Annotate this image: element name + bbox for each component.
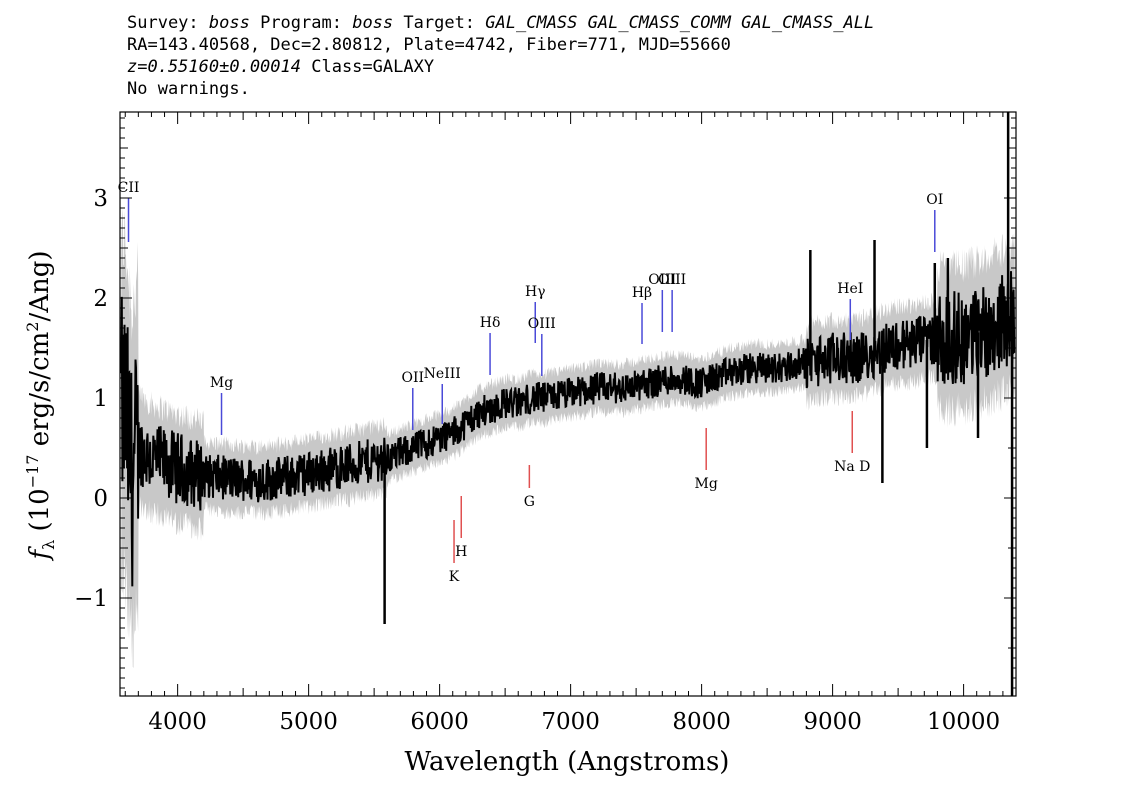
emission-line-label: Hγ (525, 284, 546, 300)
program-value: boss (352, 13, 394, 33)
y-tick-label: 3 (93, 186, 108, 212)
target-prefix: Target: (393, 13, 486, 33)
emission-line-label: HeI (837, 281, 863, 297)
absorption-line-label: Mg (695, 476, 718, 492)
class-value: Class=GALAXY (301, 57, 435, 77)
x-tick-label: 9000 (803, 709, 862, 735)
x-axis-label: Wavelength (Angstroms) (405, 747, 730, 777)
flux-line (120, 271, 1016, 587)
emission-line-label: NeIII (424, 366, 461, 382)
y-tick-label: 1 (93, 386, 108, 412)
header-line-coordinates: RA=143.40568, Dec=2.80812, Plate=4742, F… (127, 35, 731, 55)
emission-line-label: Hδ (480, 315, 501, 331)
emission-line-label: OII (401, 370, 424, 386)
error-band-layer (121, 207, 1015, 669)
absorption-line-label: G (524, 494, 535, 510)
emission-line-label: OIII (528, 316, 556, 332)
x-tick-label: 10000 (927, 709, 1000, 735)
header-line-survey: Survey: boss Program: boss Target: GAL_C… (127, 12, 874, 34)
redshift-value: z=0.55160±0.00014 (127, 57, 301, 77)
error-band (121, 207, 1015, 669)
survey-prefix: Survey: (127, 13, 209, 33)
x-tick-label: 6000 (410, 709, 469, 735)
plot-frame (119, 111, 1017, 697)
emission-line-label: OIII (648, 272, 676, 288)
x-tick-label: 5000 (279, 709, 338, 735)
y-tick-label: 2 (93, 286, 108, 312)
target-value: GAL_CMASS GAL_CMASS_COMM GAL_CMASS_ALL (485, 13, 875, 33)
absorption-line-label: K (449, 569, 460, 585)
x-tick-label: 7000 (541, 709, 600, 735)
flux-layer (120, 112, 1016, 696)
header-line-redshift: z=0.55160±0.00014 Class=GALAXY (127, 56, 874, 78)
emission-line-label: OIII (658, 272, 686, 288)
tick-labels: 4000 5000 6000 7000 8000 9000 10000 −1 0 1 2 3 (74, 186, 1000, 735)
y-tick-label: 0 (93, 486, 108, 512)
emission-line-label: CII (118, 180, 140, 196)
plot-border (119, 111, 1017, 697)
emission-line-label: OI (926, 192, 943, 208)
program-prefix: Program: (249, 13, 353, 33)
y-axis-label: fλ (10−17 erg/s/cm2/Ang) (23, 250, 58, 561)
x-tick-label: 4000 (148, 709, 207, 735)
emission-line-label: Hβ (632, 285, 652, 301)
y-tick-label: −1 (74, 586, 108, 612)
absorption-line-label: H (455, 544, 467, 560)
emission-line-label: Mg (210, 375, 233, 391)
header-line-warnings: No warnings. (127, 79, 250, 99)
survey-value: boss (208, 13, 250, 33)
absorption-line-label: Na D (834, 459, 870, 475)
x-tick-label: 8000 (672, 709, 731, 735)
spectrum-header: Survey: boss Program: boss Target: GAL_C… (127, 12, 874, 100)
